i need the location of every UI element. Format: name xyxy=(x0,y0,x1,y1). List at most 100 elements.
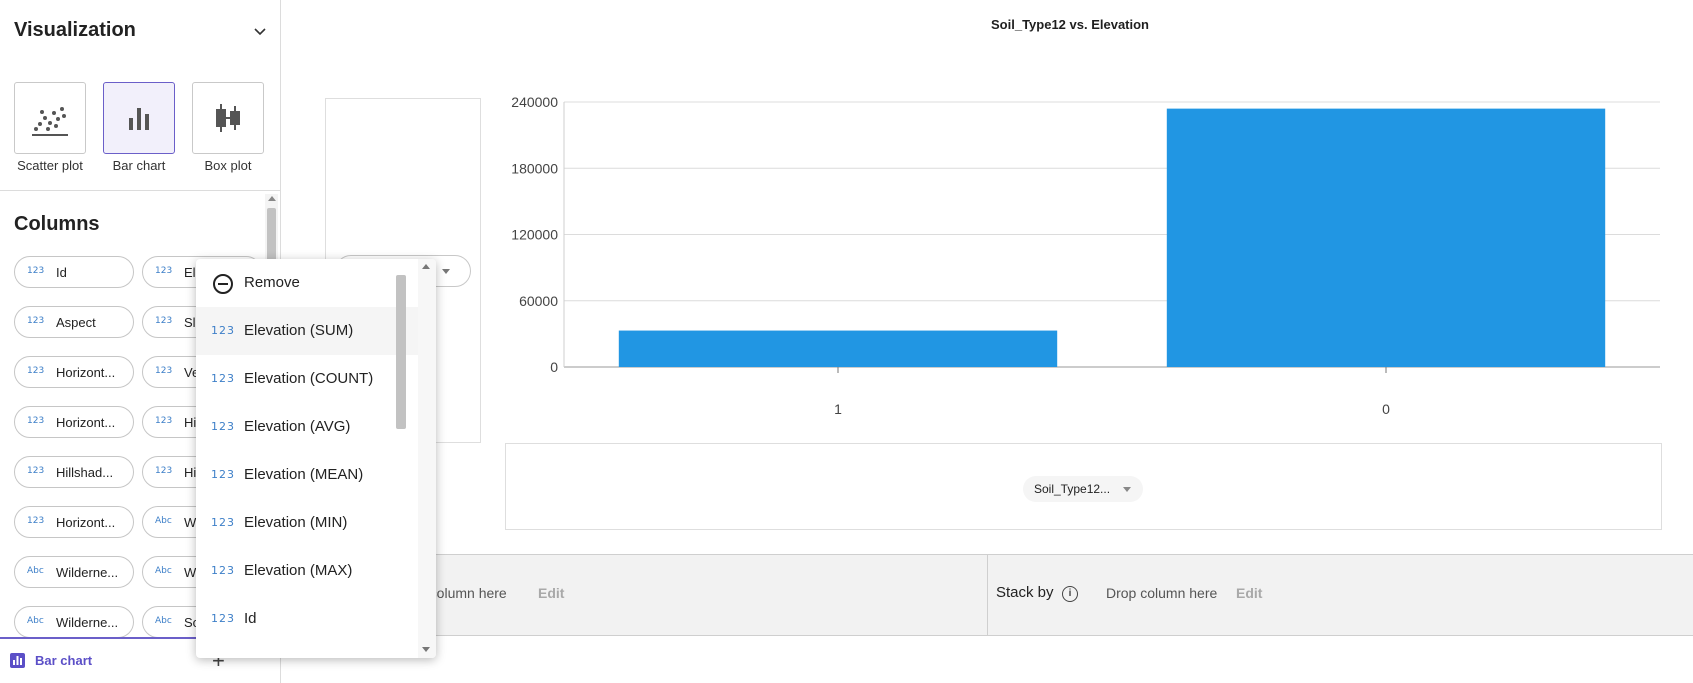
scroll-up-icon[interactable] xyxy=(422,264,430,269)
x-axis-select[interactable]: Soil_Type12... xyxy=(1023,476,1143,502)
column-name: Hillshad... xyxy=(56,465,114,480)
bar-chart-icon xyxy=(129,108,149,130)
dropdown-item-label: Elevation (COUNT) xyxy=(244,370,374,387)
column-pill[interactable]: 123 Horizont... xyxy=(14,406,134,438)
panel-divider xyxy=(0,190,281,191)
column-type-badge: 123 xyxy=(27,516,45,526)
column-pill[interactable]: 123 Aspect xyxy=(14,306,134,338)
visualization-title: Visualization xyxy=(14,19,136,41)
y-tick-label: 240000 xyxy=(511,94,558,110)
numeric-type-icon: 123 xyxy=(211,516,235,529)
numeric-type-icon: 123 xyxy=(211,468,235,481)
column-name: Hi xyxy=(184,465,197,480)
dropdown-item[interactable]: 123 Elevation (MIN) xyxy=(196,499,418,547)
viz-option-label: Bar chart xyxy=(112,158,166,173)
drop-bar: p column here Edit Stack by i Drop colum… xyxy=(196,554,1693,636)
column-type-badge: 123 xyxy=(155,316,173,326)
footer-tab-label: Bar chart xyxy=(35,653,93,668)
dropdown-item-label: Elevation (MEAN) xyxy=(244,466,364,483)
column-type-badge: Abc xyxy=(155,516,172,526)
column-pill[interactable]: 123 Id xyxy=(14,256,134,288)
y-tick-label: 120000 xyxy=(511,227,558,243)
drop-bar-divider xyxy=(987,555,988,635)
dropdown-scrollbar[interactable] xyxy=(418,259,436,658)
stack-drop-hint: Drop column here xyxy=(1106,585,1218,601)
box-plot-icon xyxy=(216,104,240,132)
y-tick-label: 0 xyxy=(550,359,558,375)
remove-option[interactable]: Remove xyxy=(196,259,418,307)
scroll-down-icon[interactable] xyxy=(422,647,430,652)
caret-down-icon xyxy=(442,269,450,274)
visualization-header[interactable]: Visualization xyxy=(14,19,269,47)
chevron-down-icon[interactable] xyxy=(253,25,267,39)
column-name: Id xyxy=(56,265,67,280)
column-type-badge: 123 xyxy=(155,366,173,376)
numeric-type-icon: 123 xyxy=(211,420,235,433)
column-pill[interactable]: 123 Hillshad... xyxy=(14,456,134,488)
column-name: Horizont... xyxy=(56,365,116,380)
bar xyxy=(1166,108,1606,367)
numeric-type-icon: 123 xyxy=(211,324,235,337)
scrollbar-thumb[interactable] xyxy=(396,275,406,429)
column-pill[interactable]: Abc Wilderne... xyxy=(14,556,134,588)
column-type-badge: 123 xyxy=(27,366,45,376)
x-tick-label: 0 xyxy=(1382,401,1390,417)
column-name: So xyxy=(184,615,200,630)
numeric-type-icon: 123 xyxy=(211,372,235,385)
column-type-badge: 123 xyxy=(155,416,173,426)
bar xyxy=(618,330,1058,367)
dropdown-item[interactable]: 123 Elevation (SUM) xyxy=(196,307,418,355)
stack-edit-link[interactable]: Edit xyxy=(1236,585,1263,601)
aggregation-dropdown: Remove 123 Elevation (SUM) 123 Elevation (C… xyxy=(196,259,436,658)
column-type-badge: 123 xyxy=(27,466,45,476)
dropdown-item[interactable]: 123 Elevation (COUNT) xyxy=(196,355,418,403)
viz-option-bar[interactable]: Bar chart xyxy=(103,82,175,173)
bar-chart-icon xyxy=(10,653,25,668)
viz-option-box[interactable]: Box plot xyxy=(192,82,264,173)
scroll-up-icon[interactable] xyxy=(268,196,276,201)
edit-link[interactable]: Edit xyxy=(538,585,565,601)
column-name: Ve xyxy=(184,365,200,380)
columns-title: Columns xyxy=(14,213,100,235)
footer-tab-bar-chart[interactable]: Bar chart xyxy=(0,637,196,683)
dropdown-item-label: Elevation (AVG) xyxy=(244,418,351,435)
dropdown-item[interactable]: 123 Id xyxy=(196,595,418,643)
column-pill[interactable]: Abc Wilderne... xyxy=(14,606,134,638)
column-name: Horizont... xyxy=(56,515,116,530)
stack-by-label: Stack by xyxy=(996,584,1054,601)
column-name: Wilderne... xyxy=(56,615,119,630)
numeric-type-icon: 123 xyxy=(211,612,235,625)
scatter-tile[interactable] xyxy=(14,82,86,154)
numeric-type-icon: 123 xyxy=(211,564,235,577)
column-name: W xyxy=(184,565,197,580)
column-name: Hi xyxy=(184,415,197,430)
x-axis-select-label: Soil_Type12... xyxy=(1034,482,1111,496)
bar-tile[interactable] xyxy=(103,82,175,154)
scatter-plot-icon xyxy=(32,107,68,136)
column-pill[interactable]: 123 Horizont... xyxy=(14,356,134,388)
viz-option-label: Box plot xyxy=(204,158,252,173)
viz-option-scatter[interactable]: Scatter plot xyxy=(14,82,86,173)
box-tile[interactable] xyxy=(192,82,264,154)
y-tick-label: 180000 xyxy=(511,160,558,176)
column-name: Horizont... xyxy=(56,415,116,430)
column-pill[interactable]: 123 Horizont... xyxy=(14,506,134,538)
info-icon[interactable]: i xyxy=(1062,586,1078,602)
column-type-badge: 123 xyxy=(155,266,173,276)
dropdown-item-label: Elevation (MAX) xyxy=(244,562,353,579)
column-type-badge: 123 xyxy=(27,316,45,326)
dropdown-item-label: Elevation (SUM) xyxy=(244,322,354,339)
dropdown-item[interactable]: 123 Elevation (MEAN) xyxy=(196,451,418,499)
dropdown-item[interactable]: 123 Elevation (MAX) xyxy=(196,547,418,595)
column-name: Wilderne... xyxy=(56,565,119,580)
column-type-badge: Abc xyxy=(155,566,172,576)
column-name: W xyxy=(184,515,197,530)
column-type-badge: 123 xyxy=(27,416,45,426)
column-type-badge: Abc xyxy=(155,616,172,626)
column-type-badge: 123 xyxy=(155,466,173,476)
drop-column-hint: p column here xyxy=(418,585,507,601)
dropdown-item[interactable]: 123 Elevation (AVG) xyxy=(196,403,418,451)
remove-label: Remove xyxy=(244,274,300,291)
remove-icon xyxy=(213,274,233,294)
bar-chart: 240000 180000 120000 60000 0 1 0 xyxy=(511,94,1660,417)
